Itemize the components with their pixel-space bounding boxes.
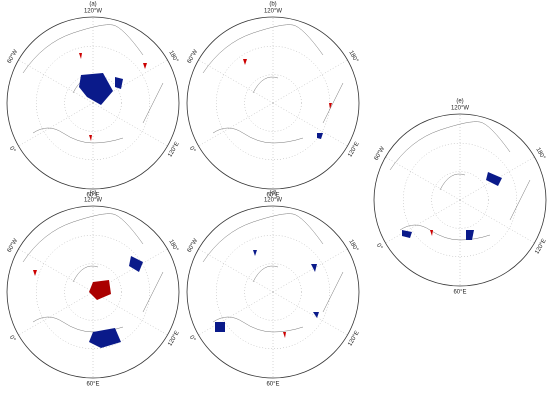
latitude-circle — [431, 171, 489, 229]
anomaly-patch — [33, 270, 37, 276]
anomaly-patch — [402, 230, 412, 238]
meridian — [18, 291, 94, 336]
panel-label: (d) — [269, 191, 276, 197]
anomaly-patch — [283, 332, 286, 338]
coastline — [202, 24, 344, 144]
meridian — [92, 248, 168, 293]
anomaly-patch — [79, 73, 113, 105]
coastline — [22, 24, 164, 144]
panel-label: (e) — [456, 99, 463, 105]
longitude-label: 120°E — [534, 238, 547, 255]
anomaly-patch — [253, 250, 257, 256]
longitude-label: 120°W — [451, 106, 469, 112]
anomaly-patch — [79, 53, 82, 59]
anomaly-patch — [89, 135, 92, 141]
longitude-label: 120°E — [347, 330, 360, 347]
panel-label: (b) — [269, 2, 276, 8]
longitude-label: 120°E — [347, 141, 360, 158]
anomaly-patch — [89, 280, 111, 300]
coastline — [22, 213, 164, 333]
map-frame — [186, 16, 360, 190]
meridian — [92, 291, 168, 336]
anomaly-patch — [313, 312, 319, 318]
longitude-label: 0° — [375, 243, 383, 251]
map-frame — [186, 205, 360, 379]
latitude-circle — [244, 263, 302, 321]
latitude-circle — [403, 143, 517, 257]
meridian — [272, 291, 348, 336]
longitude-label: 60°E — [86, 382, 99, 388]
longitude-label: 60°E — [266, 382, 279, 388]
meridian — [272, 248, 348, 293]
anomaly-patch — [317, 133, 323, 139]
anomaly-patch — [115, 77, 123, 89]
anomaly-patch — [311, 264, 317, 272]
meridian — [198, 102, 274, 147]
longitude-label: 180° — [347, 239, 359, 253]
map-frame — [6, 205, 180, 379]
longitude-label: 180° — [167, 50, 179, 64]
meridian — [272, 59, 348, 104]
latitude-circle — [36, 46, 150, 160]
meridian — [92, 102, 168, 147]
map-frame — [373, 113, 547, 287]
meridian — [198, 291, 274, 336]
meridian — [198, 59, 274, 104]
panel-label: (c) — [90, 191, 97, 197]
longitude-label: 120°W — [84, 198, 102, 204]
longitude-label: 0° — [8, 335, 16, 343]
longitude-label: 120°W — [84, 9, 102, 15]
longitude-label: 60°E — [86, 193, 99, 199]
anomaly-patch — [466, 230, 474, 240]
longitude-label: 0° — [188, 146, 196, 154]
latitude-circle — [244, 74, 302, 132]
longitude-label: 120°W — [264, 198, 282, 204]
longitude-label: 180° — [534, 147, 546, 161]
meridian — [92, 59, 168, 104]
meridian — [459, 199, 535, 244]
meridian — [198, 248, 274, 293]
anomaly-patch — [89, 328, 121, 348]
latitude-circle — [64, 74, 122, 132]
meridian — [385, 156, 461, 201]
anomaly-patch — [215, 322, 225, 332]
latitude-circle — [64, 263, 122, 321]
coastline — [202, 213, 344, 333]
meridian — [18, 248, 94, 293]
anomaly-patch — [430, 230, 433, 236]
anomaly-patch — [129, 256, 143, 272]
meridian — [18, 102, 94, 147]
anomaly-patch — [143, 63, 147, 69]
panel-label: (a) — [89, 2, 96, 8]
latitude-circle — [36, 235, 150, 349]
longitude-label: 60°E — [453, 290, 466, 296]
longitude-label: 0° — [8, 146, 16, 154]
meridian — [385, 199, 461, 244]
meridian — [272, 102, 348, 147]
longitude-label: 120°W — [264, 9, 282, 15]
anomaly-patch — [243, 59, 247, 65]
anomaly-patch — [486, 172, 502, 186]
longitude-label: 120°E — [167, 330, 180, 347]
longitude-label: 0° — [188, 335, 196, 343]
longitude-label: 180° — [347, 50, 359, 64]
longitude-label: 180° — [167, 239, 179, 253]
anomaly-patch — [329, 103, 332, 109]
coastline — [389, 121, 531, 241]
meridian — [18, 59, 94, 104]
latitude-circle — [216, 235, 330, 349]
longitude-label: 60°E — [266, 193, 279, 199]
map-frame — [6, 16, 180, 190]
longitude-label: 120°E — [167, 141, 180, 158]
